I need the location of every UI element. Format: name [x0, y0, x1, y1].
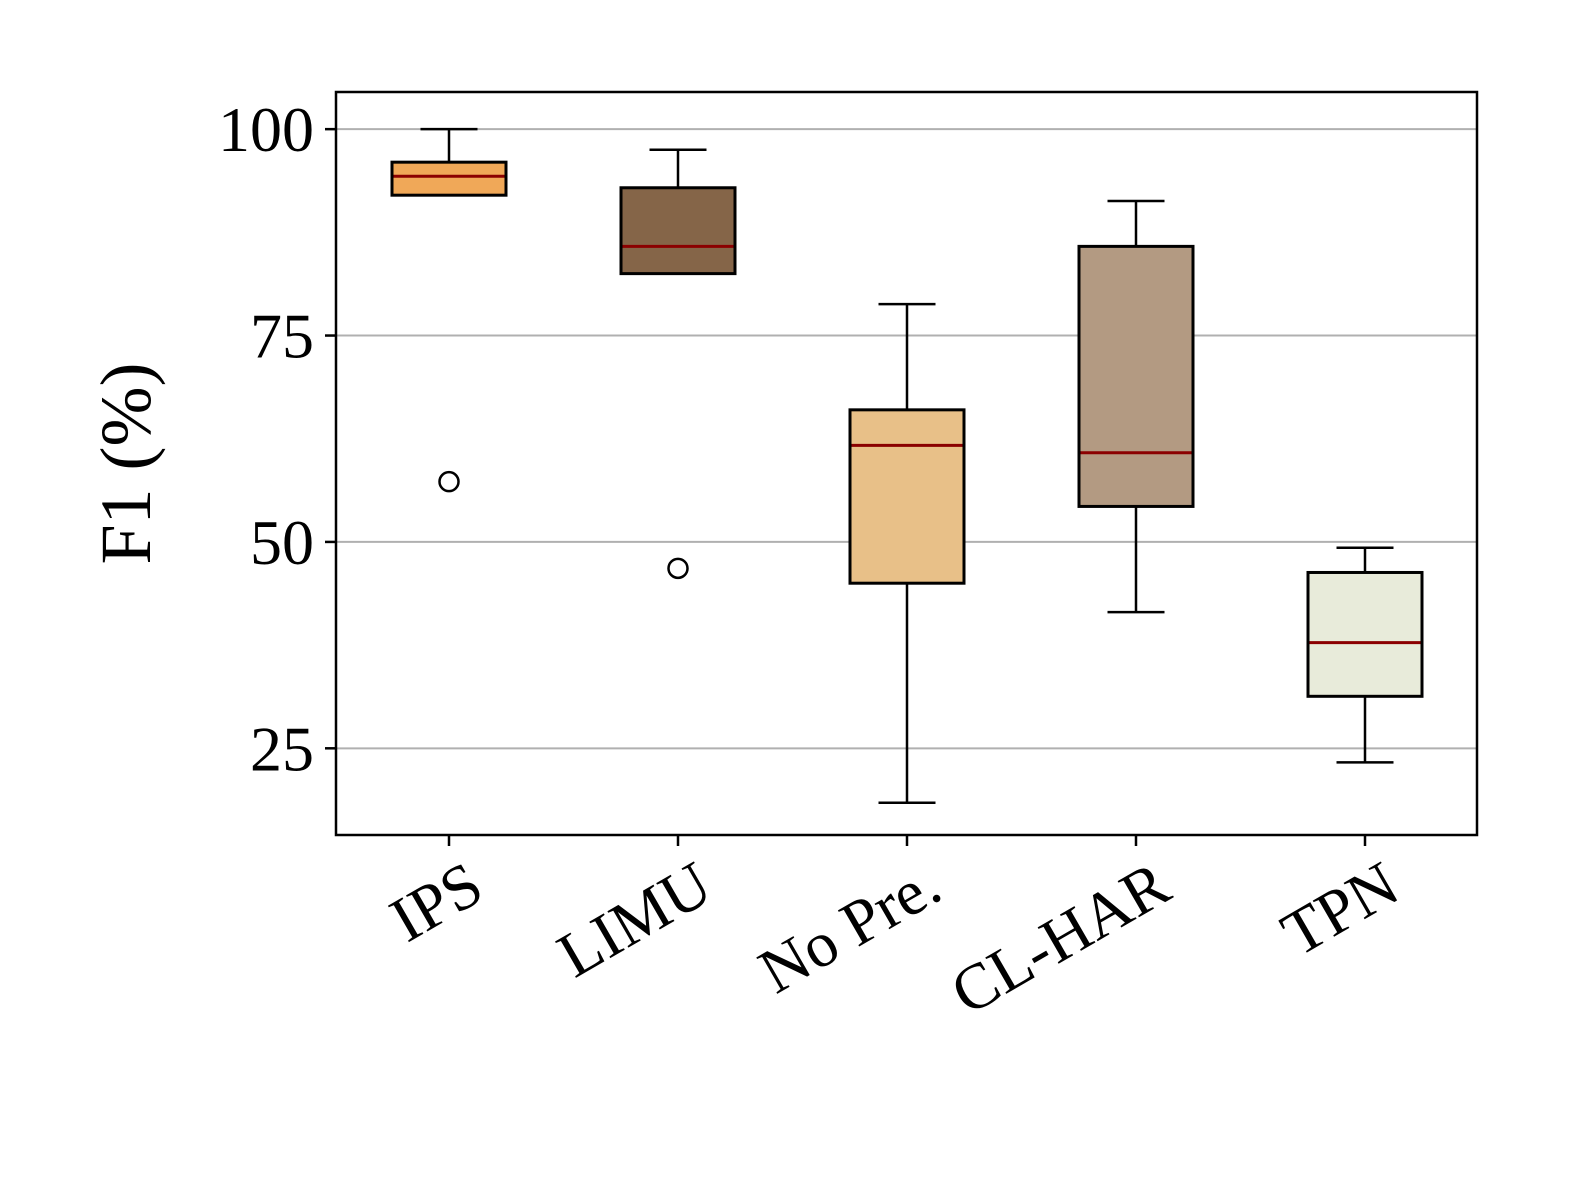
iqr-box — [848, 408, 966, 585]
x-tick-label: IPS — [378, 848, 494, 956]
y-tick-label: 25 — [250, 713, 314, 784]
iqr-box — [619, 186, 737, 276]
iqr-box — [1077, 244, 1195, 508]
x-tick-label: LIMU — [546, 848, 723, 991]
axis-ticks: 25 50 75 100 IPS LIMU No Pre.CL-HAR TPN — [218, 94, 1410, 1028]
y-tick-label: 75 — [250, 301, 314, 372]
box-cl-har — [1077, 199, 1195, 614]
box-no-pre- — [848, 302, 966, 805]
x-tick-label: TPN — [1270, 848, 1410, 970]
iqr-box — [390, 160, 508, 197]
boxes-group — [390, 127, 1424, 805]
y-axis-label: F1 (%) — [86, 363, 166, 565]
box-tpn — [1306, 546, 1424, 764]
y-tick-label: 100 — [218, 94, 314, 165]
x-tick-label: No Pre. — [747, 848, 952, 1007]
box-ips — [390, 127, 508, 493]
iqr-box — [1306, 570, 1424, 698]
outlier-point — [667, 557, 689, 580]
box-limu — [619, 148, 737, 580]
y-tick-label: 50 — [250, 507, 314, 578]
outlier-point — [438, 470, 460, 493]
x-tick-label: CL-HAR — [939, 847, 1181, 1028]
